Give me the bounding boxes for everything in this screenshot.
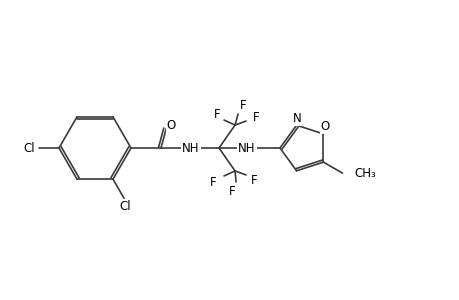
Text: O: O: [320, 120, 329, 134]
Text: NH: NH: [238, 142, 255, 154]
Text: O: O: [166, 119, 175, 132]
Text: N: N: [292, 112, 301, 125]
Text: F: F: [250, 174, 257, 188]
Text: F: F: [239, 99, 246, 112]
Text: F: F: [252, 111, 259, 124]
Text: Cl: Cl: [119, 200, 130, 213]
Text: F: F: [213, 108, 220, 121]
Text: Cl: Cl: [23, 142, 35, 154]
Text: F: F: [209, 176, 216, 189]
Text: NH: NH: [182, 142, 199, 154]
Text: CH₃: CH₃: [354, 167, 375, 180]
Text: F: F: [228, 185, 235, 198]
